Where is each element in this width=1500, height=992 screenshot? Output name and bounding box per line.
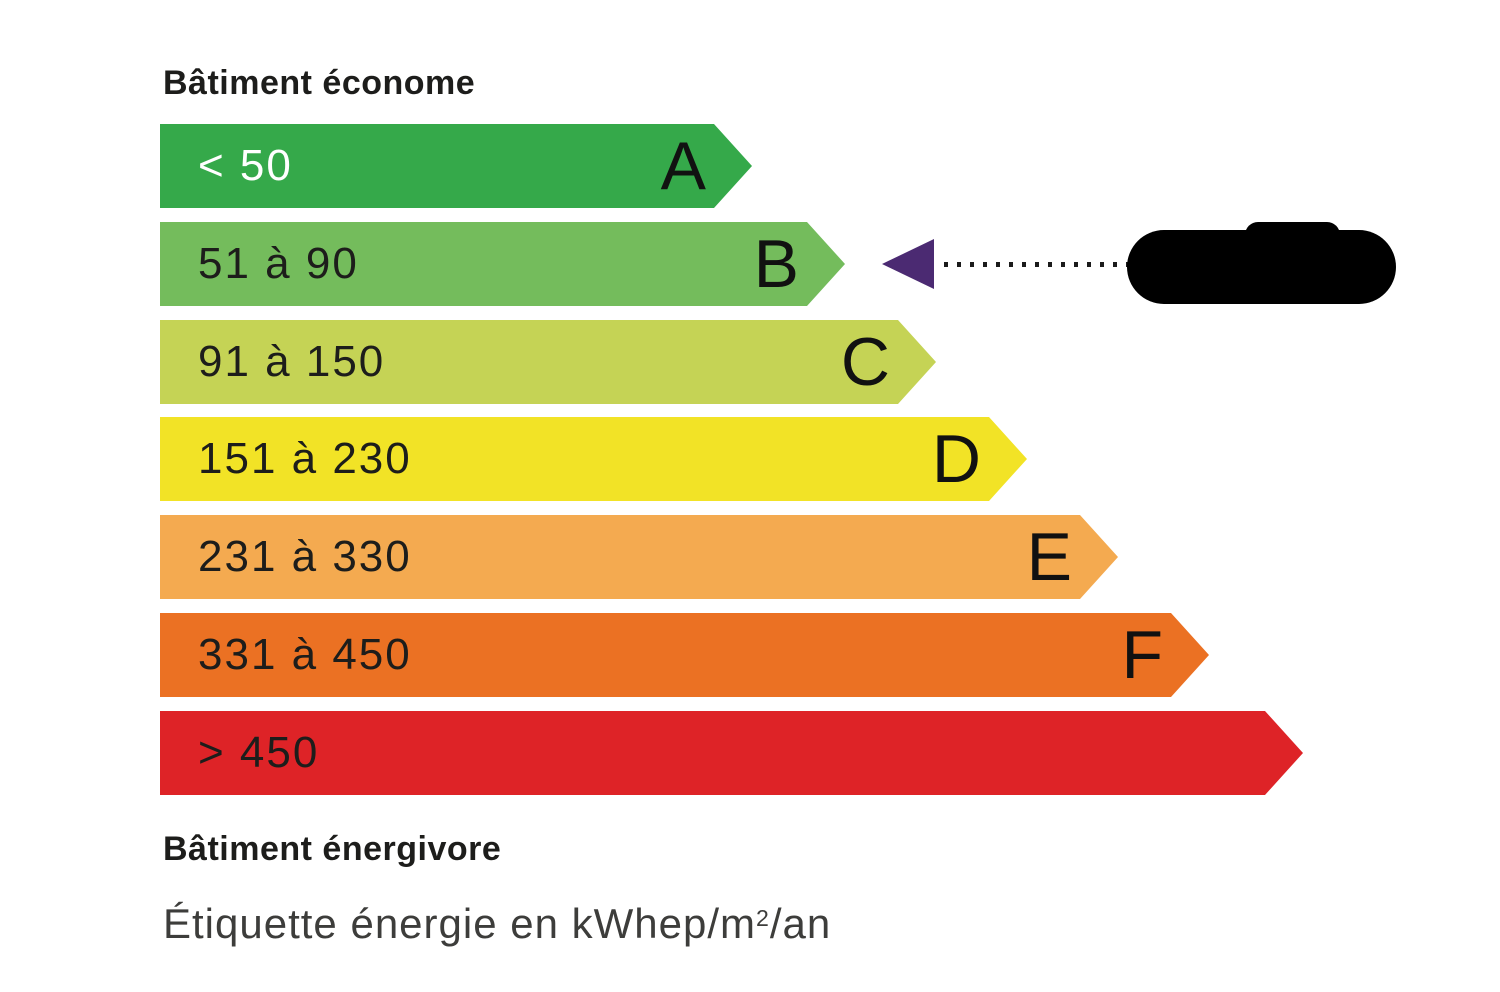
dotted-connector-line — [944, 262, 1134, 267]
energy-bar-g: > 450 — [160, 711, 1303, 795]
energy-bar-b: 51 à 90 B — [160, 222, 845, 306]
class-letter-d: D — [931, 421, 981, 497]
range-label-a: < 50 — [198, 141, 293, 190]
caption-superscript-2: 2 — [756, 905, 770, 932]
energy-bar-d: 151 à 230 D — [160, 417, 1027, 501]
class-letter-c: C — [840, 324, 890, 400]
range-label-b: 51 à 90 — [198, 239, 359, 288]
energy-bar-a: < 50 A — [160, 124, 752, 208]
class-letter-e: E — [1026, 519, 1072, 595]
energy-bar-c: 91 à 150 C — [160, 320, 936, 404]
range-label-g: > 450 — [198, 728, 320, 777]
caption-text: Étiquette énergie en kWhep/m — [163, 900, 756, 947]
energy-bar-f: 331 à 450 F — [160, 613, 1209, 697]
range-label-e: 231 à 330 — [198, 532, 412, 581]
label-batiment-energivore: Bâtiment énergivore — [163, 830, 502, 868]
range-label-d: 151 à 230 — [198, 434, 412, 483]
energy-bar-e: 231 à 330 E — [160, 515, 1118, 599]
range-label-f: 331 à 450 — [198, 630, 412, 679]
caption-etiquette-energie: Étiquette énergie en kWhep/m2/an — [163, 900, 831, 948]
class-letter-f: F — [1121, 617, 1163, 693]
redacted-value-blob-edge — [1245, 222, 1340, 248]
range-label-c: 91 à 150 — [198, 337, 386, 386]
class-letter-b: B — [753, 226, 799, 302]
selected-class-arrow-icon — [882, 239, 934, 289]
class-letter-a: A — [660, 128, 706, 204]
caption-text-suffix: /an — [769, 900, 832, 947]
label-batiment-econome: Bâtiment économe — [163, 64, 476, 102]
